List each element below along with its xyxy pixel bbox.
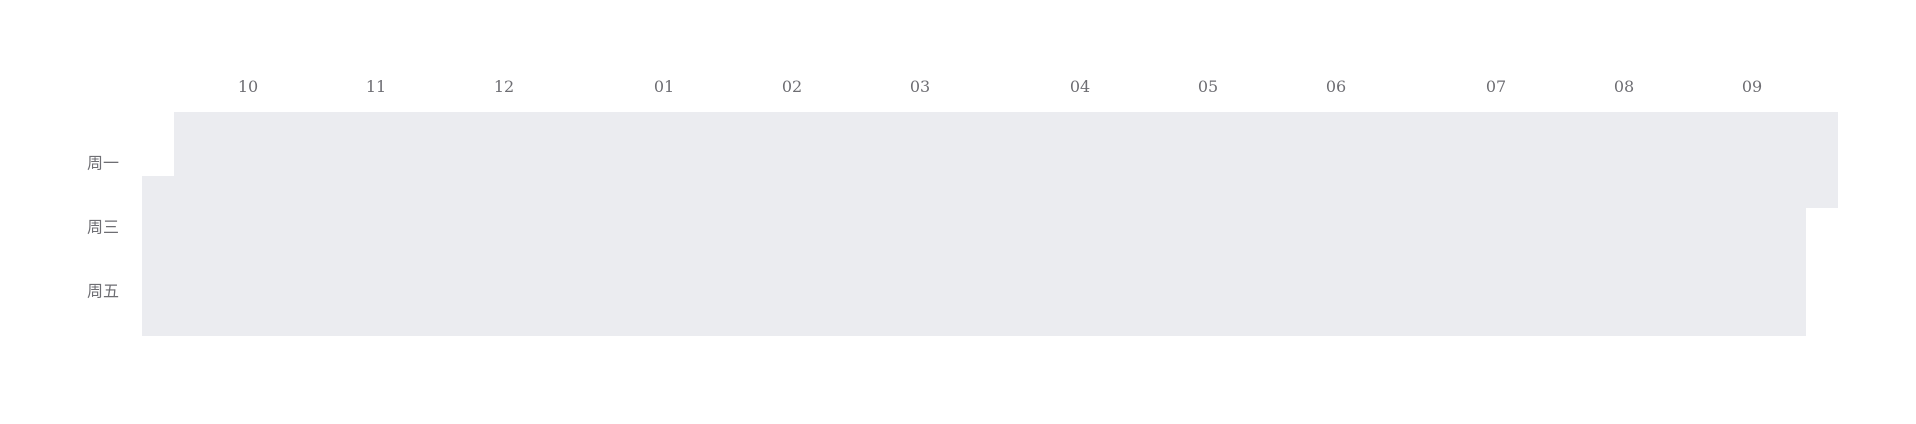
weekday-labels: 周一 周三 周五 — [87, 154, 119, 301]
month-label-02: 02 — [782, 77, 802, 96]
month-label-09: 09 — [1742, 77, 1762, 96]
month-label-12: 12 — [494, 77, 514, 96]
weekday-label-wed: 周三 — [87, 218, 119, 237]
month-label-10: 10 — [238, 77, 258, 96]
month-label-05: 05 — [1198, 77, 1218, 96]
weekday-label-mon: 周一 — [87, 154, 119, 173]
month-label-01: 01 — [654, 77, 674, 96]
month-labels: 10 11 12 01 02 03 04 05 06 07 08 09 — [238, 77, 1762, 96]
month-label-04: 04 — [1070, 77, 1090, 96]
month-label-03: 03 — [910, 77, 930, 96]
month-label-07: 07 — [1486, 77, 1506, 96]
weekday-label-fri: 周五 — [87, 282, 119, 301]
heatmap-cells-area — [142, 112, 1838, 336]
month-label-08: 08 — [1614, 77, 1634, 96]
month-label-11: 11 — [366, 77, 386, 96]
month-label-06: 06 — [1326, 77, 1346, 96]
